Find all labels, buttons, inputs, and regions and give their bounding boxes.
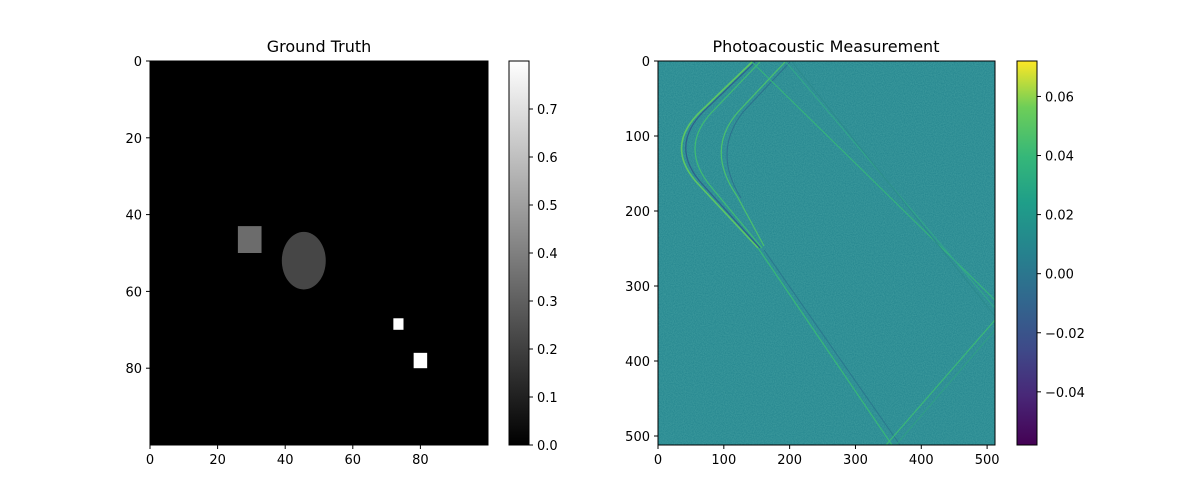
left-xtick-label: 80 <box>412 453 429 468</box>
ground-truth-region-2 <box>393 318 404 330</box>
left-colorbar-tick-label: 0.7 <box>537 103 558 118</box>
right-xtick-label: 500 <box>975 453 1000 468</box>
ground-truth-region-1 <box>281 231 326 290</box>
left-colorbar-tick-label: 0.2 <box>537 343 558 358</box>
right-image <box>658 61 995 445</box>
ground-truth-region-0 <box>237 226 262 253</box>
diagonal-wave-lower-2 <box>763 249 901 445</box>
left-ytick-label: 20 <box>125 132 142 147</box>
photoacoustic-panel: Photoacoustic Measurement 0 100 200 300 400 5… <box>625 37 999 468</box>
wavefront-outer-arc-dark <box>685 61 761 249</box>
right-colorbar: −0.04 −0.02 0.00 0.02 0.04 0.06 <box>1016 60 1085 446</box>
right-colorbar-tick-label: 0.02 <box>1045 209 1074 224</box>
right-colorbar-tick-label: −0.02 <box>1045 327 1085 342</box>
right-ytick-label: 400 <box>625 355 650 370</box>
wavefront-outer-arc <box>680 61 759 249</box>
right-colorbar-tick-label: 0.04 <box>1045 150 1074 165</box>
left-y-ticks: 0 20 40 60 80 <box>125 55 150 377</box>
left-xtick-label: 60 <box>345 453 362 468</box>
left-ytick-label: 60 <box>125 285 142 300</box>
left-ytick-label: 80 <box>125 362 142 377</box>
right-title: Photoacoustic Measurement <box>713 37 940 56</box>
left-colorbar-gradient <box>508 60 530 446</box>
left-xtick-label: 0 <box>146 453 154 468</box>
left-colorbar-tick-label: 0.6 <box>537 151 558 166</box>
left-colorbar-tick-label: 0.3 <box>537 295 558 310</box>
left-title: Ground Truth <box>267 37 372 56</box>
reflected-wave <box>885 319 995 445</box>
wavefront-inner-arc <box>720 61 786 247</box>
reflected-wave-2 <box>895 329 995 445</box>
right-ytick-label: 200 <box>625 205 650 220</box>
wavefront-inner-arc-2 <box>726 61 791 199</box>
right-xtick-label: 200 <box>777 453 802 468</box>
right-colorbar-gradient <box>1016 60 1038 446</box>
left-xtick-label: 20 <box>209 453 226 468</box>
right-y-ticks: 0 100 200 300 400 500 <box>625 55 658 445</box>
left-xtick-label: 40 <box>277 453 294 468</box>
right-x-ticks: 0 100 200 300 400 500 <box>654 445 1000 468</box>
diagonal-wave-lower <box>757 247 893 445</box>
right-axes-frame <box>657 60 996 446</box>
wavefront-mid-arc <box>694 61 763 249</box>
left-colorbar: 0.0 0.1 0.2 0.3 0.4 0.5 0.6 0.7 <box>508 60 558 454</box>
right-xtick-label: 0 <box>654 453 662 468</box>
right-colorbar-tick-label: 0.00 <box>1045 268 1074 283</box>
right-ytick-label: 0 <box>642 55 650 70</box>
right-colorbar-tick-label: −0.04 <box>1045 386 1085 401</box>
diagonal-wave-upper-3 <box>791 61 995 317</box>
right-xtick-label: 400 <box>909 453 934 468</box>
right-colorbar-ticks: −0.04 −0.02 0.00 0.02 0.04 0.06 <box>1037 90 1085 401</box>
left-axes-frame <box>149 60 489 446</box>
right-xtick-label: 300 <box>843 453 868 468</box>
left-colorbar-ticks: 0.0 0.1 0.2 0.3 0.4 0.5 0.6 0.7 <box>529 103 558 454</box>
right-ytick-label: 500 <box>625 430 650 445</box>
left-colorbar-tick-label: 0.0 <box>537 439 558 454</box>
left-ytick-label: 0 <box>134 55 142 70</box>
left-image <box>150 61 488 445</box>
ground-truth-region-3 <box>413 352 428 369</box>
left-colorbar-tick-label: 0.5 <box>537 199 558 214</box>
left-colorbar-tick-label: 0.4 <box>537 247 558 262</box>
right-ytick-label: 100 <box>625 130 650 145</box>
right-ytick-label: 300 <box>625 280 650 295</box>
left-colorbar-tick-label: 0.1 <box>537 391 558 406</box>
right-image-noise <box>658 61 995 445</box>
right-colorbar-tick-label: 0.06 <box>1045 90 1074 105</box>
left-x-ticks: 0 20 40 60 80 <box>146 445 429 468</box>
left-ytick-label: 40 <box>125 209 142 224</box>
wavefront-arcs <box>680 61 995 445</box>
right-xtick-label: 100 <box>711 453 736 468</box>
ground-truth-panel: Ground Truth 0 20 40 60 80 0 20 40 60 80 <box>125 37 489 468</box>
